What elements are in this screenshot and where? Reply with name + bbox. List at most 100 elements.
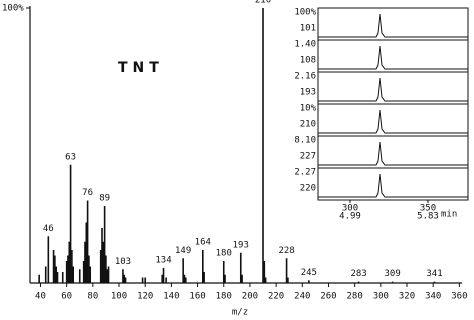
peak <box>85 222 88 283</box>
peak-label: 63 <box>65 152 76 162</box>
inset-mass-label: 108 <box>300 56 316 66</box>
chromatogram-trace <box>318 13 468 38</box>
x-tick-label: 300 <box>373 292 389 302</box>
inset-mass-label: 210 <box>300 120 316 130</box>
x-tick-label: 240 <box>294 292 310 302</box>
peak <box>224 274 226 283</box>
peak <box>162 267 165 283</box>
peak-label: 180 <box>216 249 232 259</box>
peak <box>263 261 266 283</box>
peak <box>308 280 310 283</box>
peak <box>55 266 57 283</box>
x-tick-label: 100 <box>111 292 127 302</box>
x-tick-label: 260 <box>320 292 336 302</box>
peak <box>124 277 127 283</box>
x-tick-label: 360 <box>451 292 467 302</box>
chromatogram-trace <box>318 77 468 102</box>
peak-label: 76 <box>82 188 93 198</box>
peak <box>102 241 105 283</box>
x-tick-label: 80 <box>87 292 98 302</box>
peak-label: 46 <box>43 224 54 234</box>
peak <box>106 269 109 283</box>
peak-label: 341 <box>426 269 442 279</box>
peak <box>61 272 64 283</box>
peak <box>65 261 68 283</box>
inset-mass-label: 193 <box>300 88 316 98</box>
inset-time-label: 5.83 <box>417 212 439 222</box>
peak <box>82 261 85 283</box>
peak <box>161 274 164 283</box>
peak <box>203 272 205 283</box>
x-tick-label: 40 <box>35 292 46 302</box>
peak-label: 103 <box>115 257 131 267</box>
peak <box>56 272 59 283</box>
inset-scale-label: 1.40 <box>294 40 316 50</box>
x-tick-label: 140 <box>163 292 179 302</box>
inset-mass-label: 220 <box>300 184 316 194</box>
peak <box>141 277 144 283</box>
peak <box>78 269 81 283</box>
peak <box>264 277 267 283</box>
inset-mass-label: 227 <box>300 152 316 162</box>
peak <box>47 236 50 283</box>
peak-label: 89 <box>99 194 110 204</box>
x-axis-label: m/z <box>232 308 248 318</box>
inset-scale-label: 2.27 <box>294 168 316 178</box>
inset-scale-label: 100% <box>294 8 316 18</box>
x-tick-label: 180 <box>216 292 232 302</box>
x-tick-label: 160 <box>189 292 205 302</box>
peak <box>54 255 56 283</box>
peak <box>72 266 74 283</box>
peak-label: 309 <box>384 269 400 279</box>
peak <box>52 250 55 283</box>
peak-label: 245 <box>301 268 317 278</box>
peak <box>101 228 103 283</box>
peak <box>285 258 288 283</box>
peak <box>123 274 126 283</box>
peak-label: 164 <box>195 238 211 248</box>
x-tick-label: 280 <box>347 292 363 302</box>
peak <box>357 281 360 283</box>
x-tick-label: 120 <box>137 292 153 302</box>
chart-title: TNT <box>118 60 164 76</box>
peak <box>222 261 225 283</box>
inset-mass-label: 101 <box>300 24 316 34</box>
peak <box>182 258 184 283</box>
peak <box>202 250 204 283</box>
peak <box>122 269 124 283</box>
chromatogram-trace <box>318 109 468 134</box>
peak <box>107 266 110 283</box>
inset-scan-label: 300 <box>342 204 358 214</box>
inset-scan-label: 350 <box>420 204 436 214</box>
inset-scale-label: 2.16 <box>294 72 316 82</box>
peak <box>99 250 102 283</box>
x-tick-label: 60 <box>61 292 72 302</box>
peak <box>183 274 186 283</box>
x-tick-label: 320 <box>399 292 415 302</box>
inset-scale-label: 8.10 <box>294 136 316 146</box>
peak <box>68 241 71 283</box>
x-tick-label: 200 <box>242 292 258 302</box>
inset-time-label: 4.99 <box>339 212 361 222</box>
peak <box>88 255 90 283</box>
inset-unit: min <box>441 210 457 220</box>
peak-label: 134 <box>155 255 171 265</box>
peak <box>165 277 167 283</box>
chromatogram-trace <box>318 173 468 198</box>
peak-label: 228 <box>278 246 294 256</box>
peak <box>67 255 69 283</box>
peak <box>69 164 72 283</box>
peak <box>103 206 106 283</box>
y-tick-label: 100% <box>2 4 24 14</box>
peak <box>391 281 394 283</box>
inset-scale-label: 10% <box>300 104 317 114</box>
peak <box>262 8 264 283</box>
peak-label: 283 <box>350 269 366 279</box>
peak <box>241 274 243 283</box>
x-tick-label: 220 <box>268 292 284 302</box>
peak <box>239 252 242 283</box>
peak-label: 149 <box>175 246 191 256</box>
x-tick-label: 340 <box>425 292 441 302</box>
peak <box>184 277 187 283</box>
